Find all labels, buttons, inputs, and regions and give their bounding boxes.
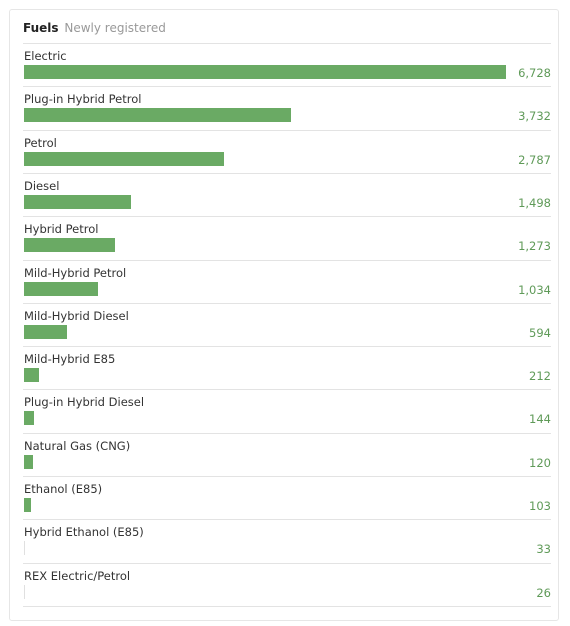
bar [24, 368, 39, 383]
bar [24, 194, 131, 209]
bar [24, 584, 25, 599]
bar-row: Hybrid Ethanol (E85) 33 [23, 519, 551, 563]
bar-row: Petrol 2,787 [23, 129, 551, 174]
bar-value-label: 3,732 [518, 109, 551, 124]
bar-row: Electric 6,728 [23, 43, 551, 87]
card-header: Fuels Newly registered [23, 21, 166, 35]
bar-row: Natural Gas (CNG) 120 [23, 432, 551, 477]
bar [24, 411, 34, 426]
bar-value-label: 33 [536, 542, 551, 557]
bar-value-label: 1,034 [518, 282, 551, 297]
bar-value-label: 594 [529, 325, 551, 340]
bar [24, 541, 25, 556]
bar-row: Mild-Hybrid Petrol 1,034 [23, 259, 551, 304]
bar [24, 281, 98, 296]
bar-value-label: 1,273 [518, 239, 551, 254]
bar-row: Plug-in Hybrid Diesel 144 [23, 389, 551, 433]
bar-value-label: 144 [529, 412, 551, 427]
list-bottom-divider [23, 605, 551, 607]
bar-value-label: 26 [536, 585, 551, 600]
bar-label: Mild-Hybrid Diesel [24, 308, 129, 323]
bar-label: Mild-Hybrid Petrol [24, 265, 127, 280]
card-subtitle: Newly registered [64, 21, 166, 35]
bar-value-label: 6,728 [518, 66, 551, 80]
bar-label: Plug-in Hybrid Petrol [24, 92, 142, 107]
bar-value-label: 212 [529, 369, 551, 384]
bar-row: REX Electric/Petrol 26 [23, 562, 551, 607]
bar-row: Plug-in Hybrid Petrol 3,732 [23, 86, 551, 130]
fuels-card: Fuels Newly registered Electric 6,728 Plug… [9, 9, 559, 621]
bar-row: Mild-Hybrid Diesel 594 [23, 302, 551, 347]
bar-value-label: 1,498 [518, 195, 551, 210]
bar-label: Petrol [24, 135, 57, 150]
bar-value-label: 120 [529, 455, 551, 470]
bar-row: Diesel 1,498 [23, 172, 551, 217]
bar-value-label: 103 [529, 499, 551, 513]
bar [24, 454, 33, 469]
bar [24, 65, 506, 79]
bar-label: Mild-Hybrid E85 [24, 352, 116, 367]
bar-label: Hybrid Ethanol (E85) [24, 525, 144, 540]
bar-label: REX Electric/Petrol [24, 568, 131, 583]
card-title: Fuels [23, 21, 59, 35]
bar [24, 498, 31, 512]
bar-row: Mild-Hybrid E85 212 [23, 346, 551, 390]
bar-label: Diesel [24, 178, 60, 193]
bar-row: Hybrid Petrol 1,273 [23, 216, 551, 260]
bar-label: Plug-in Hybrid Diesel [24, 395, 145, 410]
bar [24, 108, 291, 123]
bar-value-label: 2,787 [518, 152, 551, 167]
bar-label: Natural Gas (CNG) [24, 438, 131, 453]
bar [24, 151, 224, 166]
bar-label: Hybrid Petrol [24, 222, 99, 237]
bar [24, 238, 115, 253]
bar [24, 324, 67, 339]
bar-label: Ethanol (E85) [24, 482, 103, 496]
bar-row: Ethanol (E85) 103 [23, 476, 551, 520]
bar-label: Electric [24, 49, 67, 63]
